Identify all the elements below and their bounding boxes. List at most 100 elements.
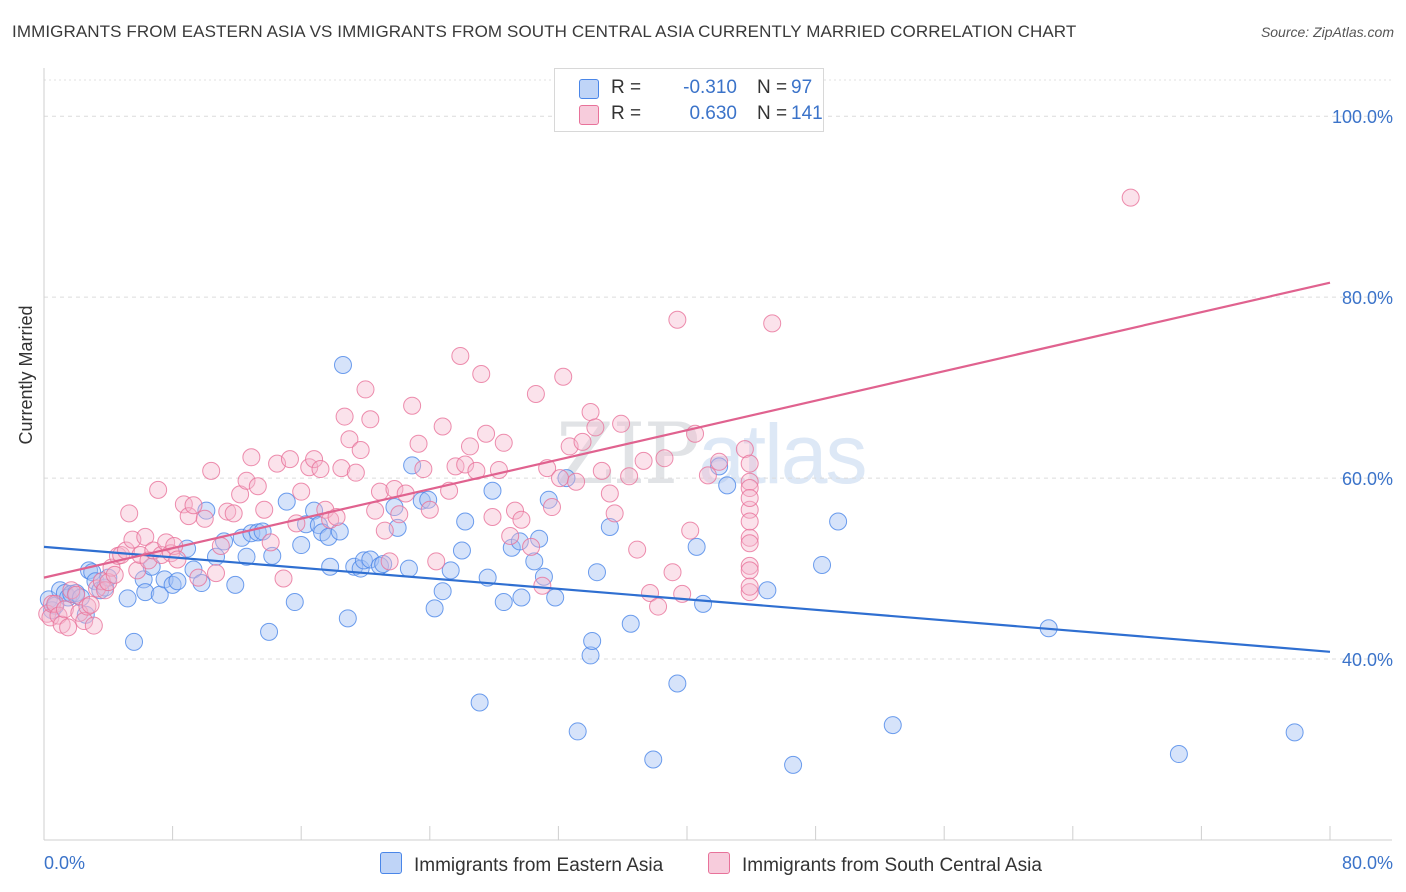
point-south-central-asia <box>649 597 668 616</box>
point-eastern-asia <box>668 674 687 693</box>
point-south-central-asia <box>663 563 682 582</box>
point-south-central-asia <box>740 534 759 553</box>
point-eastern-asia <box>1285 723 1304 742</box>
legend-n-label: N = <box>757 103 788 124</box>
point-south-central-asia <box>472 365 491 384</box>
point-south-central-asia <box>218 502 237 521</box>
point-south-central-asia <box>573 432 592 451</box>
point-south-central-asia <box>361 410 380 429</box>
point-south-central-asia <box>136 527 155 546</box>
point-south-central-asia <box>346 463 365 482</box>
point-south-central-asia <box>255 500 274 519</box>
point-south-central-asia <box>592 461 611 480</box>
point-south-central-asia <box>189 568 208 587</box>
point-eastern-asia <box>587 563 606 582</box>
point-south-central-asia <box>242 448 261 467</box>
point-eastern-asia <box>163 575 182 594</box>
point-eastern-asia <box>883 716 902 735</box>
x-tick-label-max: 80.0% <box>1342 853 1393 873</box>
point-south-central-asia <box>356 380 375 399</box>
y-tick-label: 80.0% <box>1342 288 1393 308</box>
point-south-central-asia <box>409 434 428 453</box>
stats-legend: R = -0.310 N = 97 R = 0.630 N = 141 <box>554 68 824 132</box>
point-south-central-asia <box>248 477 267 496</box>
watermark-atlas: atlas <box>698 407 867 501</box>
point-south-central-asia <box>740 528 759 547</box>
point-eastern-asia <box>354 551 373 570</box>
point-south-central-asia <box>698 466 717 485</box>
point-south-central-asia <box>105 565 124 584</box>
point-south-central-asia <box>195 509 214 528</box>
point-eastern-asia <box>260 622 279 641</box>
point-south-central-asia <box>335 407 354 426</box>
point-south-central-asia <box>261 533 280 552</box>
point-south-central-asia <box>274 569 293 588</box>
y-tick-label: 100.0% <box>1332 107 1393 127</box>
point-south-central-asia <box>740 512 759 531</box>
point-south-central-asia <box>67 585 86 604</box>
point-south-central-asia <box>740 472 759 491</box>
point-eastern-asia <box>510 532 529 551</box>
series-legend-eastern-asia: Immigrants from Eastern Asia <box>380 852 663 877</box>
legend-swatch-south-central-asia <box>579 105 599 125</box>
point-eastern-asia <box>1169 745 1188 764</box>
point-south-central-asia <box>427 552 446 571</box>
point-south-central-asia <box>655 449 674 468</box>
series-swatch-eastern-asia <box>380 852 402 874</box>
point-south-central-asia <box>512 510 531 529</box>
trendline-south-central-asia <box>43 281 1331 579</box>
point-south-central-asia <box>483 508 502 526</box>
point-south-central-asia <box>740 479 759 498</box>
point-south-central-asia <box>433 417 452 436</box>
point-eastern-asia <box>534 567 553 586</box>
point-eastern-asia <box>297 515 316 534</box>
legend-n-value: 97 <box>791 77 813 98</box>
point-south-central-asia <box>740 577 759 596</box>
point-south-central-asia <box>489 460 508 479</box>
point-eastern-asia <box>557 469 576 488</box>
point-eastern-asia <box>71 588 90 607</box>
y-axis-label: Currently Married <box>16 305 36 445</box>
point-south-central-asia <box>505 501 524 520</box>
point-eastern-asia <box>399 559 418 578</box>
point-eastern-asia <box>292 536 311 555</box>
point-south-central-asia <box>740 583 759 602</box>
point-south-central-asia <box>168 550 187 569</box>
point-south-central-asia <box>740 489 759 507</box>
point-south-central-asia <box>305 450 324 469</box>
point-south-central-asia <box>456 455 475 474</box>
point-eastern-asia <box>425 599 444 618</box>
point-south-central-asia <box>740 561 759 580</box>
point-south-central-asia <box>554 367 573 386</box>
point-eastern-asia <box>192 574 211 593</box>
point-south-central-asia <box>414 460 433 479</box>
point-south-central-asia <box>763 314 782 333</box>
point-eastern-asia <box>136 583 155 602</box>
watermark: ZIPatlas <box>556 405 868 503</box>
point-south-central-asia <box>375 521 394 540</box>
point-eastern-asia <box>784 755 803 774</box>
point-south-central-asia <box>75 612 94 631</box>
series-swatch-south-central-asia <box>708 852 730 874</box>
point-eastern-asia <box>168 572 187 591</box>
point-eastern-asia <box>433 582 452 601</box>
point-eastern-asia <box>330 522 349 541</box>
point-eastern-asia <box>546 588 565 607</box>
point-eastern-asia <box>452 541 471 560</box>
point-south-central-asia <box>533 576 552 595</box>
point-south-central-asia <box>451 346 470 365</box>
y-tick-label: 60.0% <box>1342 469 1393 489</box>
point-eastern-asia <box>313 523 332 542</box>
legend-r-label: R = <box>611 77 642 98</box>
legend-n-label: N = <box>757 77 788 98</box>
point-eastern-asia <box>512 588 531 607</box>
point-south-central-asia <box>390 505 409 524</box>
point-eastern-asia <box>494 593 513 612</box>
point-eastern-asia <box>644 750 663 769</box>
series-label-eastern-asia: Immigrants from Eastern Asia <box>414 855 664 876</box>
point-eastern-asia <box>456 512 475 531</box>
point-eastern-asia <box>125 632 144 651</box>
series-label-south-central-asia: Immigrants from South Central Asia <box>742 855 1042 876</box>
point-south-central-asia <box>420 500 439 519</box>
